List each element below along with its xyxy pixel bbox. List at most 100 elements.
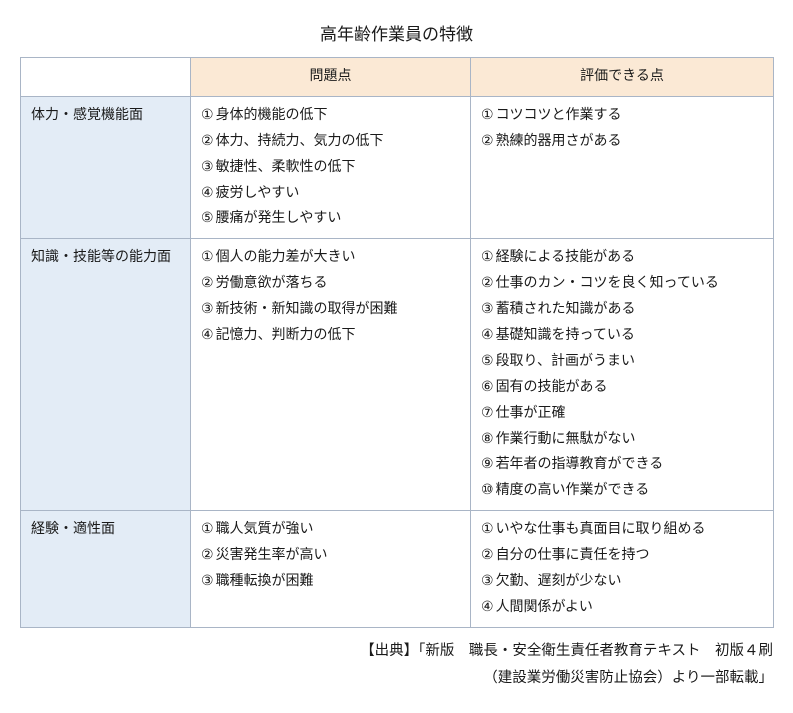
item-number: ①: [481, 245, 494, 271]
list-item: ③敏捷性、柔軟性の低下: [201, 155, 460, 181]
item-number: ②: [481, 543, 494, 569]
item-number: ①: [201, 103, 214, 129]
list-item: ①経験による技能がある: [481, 245, 763, 271]
list-item: ③欠勤、遅刻が少ない: [481, 569, 763, 595]
item-number: ⑩: [481, 478, 494, 504]
list-item: ⑧作業行動に無駄がない: [481, 427, 763, 453]
item-number: ②: [201, 271, 214, 297]
item-number: ④: [201, 181, 214, 207]
list-item: ①コツコツと作業する: [481, 103, 763, 129]
table-header-row: 問題点 評価できる点: [21, 58, 774, 97]
item-text: 職種転換が困難: [216, 569, 314, 595]
source-line-2: （建設業労働災害防止協会）より一部転載」: [20, 665, 773, 693]
row-head: 体力・感覚機能面: [21, 96, 191, 238]
merits-list: ①経験による技能がある②仕事のカン・コツを良く知っている③蓄積された知識がある④…: [481, 245, 763, 504]
list-item: ③新技術・新知識の取得が困難: [201, 297, 460, 323]
item-number: ③: [481, 297, 494, 323]
item-text: 固有の技能がある: [496, 375, 608, 401]
item-number: ②: [201, 543, 214, 569]
item-number: ⑦: [481, 401, 494, 427]
merits-list: ①いやな仕事も真面目に取り組める②自分の仕事に責任を持つ③欠勤、遅刻が少ない④人…: [481, 517, 763, 621]
item-text: 熟練的器用さがある: [496, 129, 622, 155]
item-text: 経験による技能がある: [496, 245, 636, 271]
item-text: 蓄積された知識がある: [496, 297, 636, 323]
table-row: 経験・適性面①職人気質が強い②災害発生率が高い③職種転換が困難①いやな仕事も真面…: [21, 511, 774, 628]
list-item: ⑩精度の高い作業ができる: [481, 478, 763, 504]
item-text: 若年者の指導教育ができる: [496, 452, 664, 478]
item-text: 作業行動に無駄がない: [496, 427, 636, 453]
page: 高年齢作業員の特徴 問題点 評価できる点 体力・感覚機能面①身体的機能の低下②体…: [20, 20, 773, 693]
list-item: ②体力、持続力、気力の低下: [201, 129, 460, 155]
list-item: ②労働意欲が落ちる: [201, 271, 460, 297]
list-item: ⑨若年者の指導教育ができる: [481, 452, 763, 478]
item-text: 労働意欲が落ちる: [216, 271, 328, 297]
item-text: 段取り、計画がうまい: [496, 349, 635, 375]
item-text: 仕事のカン・コツを良く知っている: [496, 271, 719, 297]
list-item: ①職人気質が強い: [201, 517, 460, 543]
item-number: ②: [201, 129, 214, 155]
item-number: ④: [481, 595, 494, 621]
list-item: ⑦仕事が正確: [481, 401, 763, 427]
item-number: ⑥: [481, 375, 494, 401]
item-number: ⑨: [481, 452, 494, 478]
list-item: ⑤腰痛が発生しやすい: [201, 206, 460, 232]
source-citation: 【出典】「新版 職長・安全衛生責任者教育テキスト 初版４刷 （建設業労働災害防止…: [20, 638, 773, 693]
item-number: ①: [201, 517, 214, 543]
list-item: ②自分の仕事に責任を持つ: [481, 543, 763, 569]
features-table: 問題点 評価できる点 体力・感覚機能面①身体的機能の低下②体力、持続力、気力の低…: [20, 57, 774, 628]
item-text: コツコツと作業する: [496, 103, 622, 129]
item-text: 精度の高い作業ができる: [496, 478, 650, 504]
list-item: ②仕事のカン・コツを良く知っている: [481, 271, 763, 297]
row-head: 知識・技能等の能力面: [21, 239, 191, 511]
item-number: ①: [201, 245, 214, 271]
item-text: 基礎知識を持っている: [496, 323, 635, 349]
list-item: ⑤段取り、計画がうまい: [481, 349, 763, 375]
cell-merits: ①経験による技能がある②仕事のカン・コツを良く知っている③蓄積された知識がある④…: [471, 239, 774, 511]
item-text: 人間関係がよい: [496, 595, 593, 621]
list-item: ②災害発生率が高い: [201, 543, 460, 569]
item-number: ③: [201, 569, 214, 595]
item-text: 記憶力、判断力の低下: [216, 323, 356, 349]
item-number: ③: [201, 155, 214, 181]
item-number: ⑤: [481, 349, 494, 375]
item-text: いやな仕事も真面目に取り組める: [496, 517, 706, 543]
item-text: 腰痛が発生しやすい: [216, 206, 342, 232]
list-item: ①いやな仕事も真面目に取り組める: [481, 517, 763, 543]
item-text: 欠勤、遅刻が少ない: [496, 569, 622, 595]
list-item: ④記憶力、判断力の低下: [201, 323, 460, 349]
item-text: 災害発生率が高い: [216, 543, 328, 569]
table-body: 体力・感覚機能面①身体的機能の低下②体力、持続力、気力の低下③敏捷性、柔軟性の低…: [21, 96, 774, 627]
header-problems: 問題点: [191, 58, 471, 97]
list-item: ①個人の能力差が大きい: [201, 245, 460, 271]
item-text: 体力、持続力、気力の低下: [216, 129, 384, 155]
cell-merits: ①コツコツと作業する②熟練的器用さがある: [471, 96, 774, 238]
item-text: 敏捷性、柔軟性の低下: [216, 155, 356, 181]
page-title: 高年齢作業員の特徴: [20, 20, 773, 45]
item-text: 仕事が正確: [496, 401, 566, 427]
cell-merits: ①いやな仕事も真面目に取り組める②自分の仕事に責任を持つ③欠勤、遅刻が少ない④人…: [471, 511, 774, 628]
item-text: 疲労しやすい: [216, 181, 300, 207]
header-merits: 評価できる点: [471, 58, 774, 97]
item-number: ⑤: [201, 206, 214, 232]
item-number: ③: [481, 569, 494, 595]
list-item: ②熟練的器用さがある: [481, 129, 763, 155]
cell-problems: ①職人気質が強い②災害発生率が高い③職種転換が困難: [191, 511, 471, 628]
list-item: ①身体的機能の低下: [201, 103, 460, 129]
list-item: ④基礎知識を持っている: [481, 323, 763, 349]
list-item: ④人間関係がよい: [481, 595, 763, 621]
item-text: 新技術・新知識の取得が困難: [216, 297, 398, 323]
problems-list: ①個人の能力差が大きい②労働意欲が落ちる③新技術・新知識の取得が困難④記憶力、判…: [201, 245, 460, 349]
item-number: ④: [481, 323, 494, 349]
item-number: ①: [481, 517, 494, 543]
item-text: 個人の能力差が大きい: [216, 245, 356, 271]
item-number: ⑧: [481, 427, 494, 453]
source-line-1: 【出典】「新版 職長・安全衛生責任者教育テキスト 初版４刷: [20, 638, 773, 666]
item-number: ②: [481, 129, 494, 155]
item-number: ④: [201, 323, 214, 349]
list-item: ③蓄積された知識がある: [481, 297, 763, 323]
header-corner: [21, 58, 191, 97]
cell-problems: ①個人の能力差が大きい②労働意欲が落ちる③新技術・新知識の取得が困難④記憶力、判…: [191, 239, 471, 511]
problems-list: ①身体的機能の低下②体力、持続力、気力の低下③敏捷性、柔軟性の低下④疲労しやすい…: [201, 103, 460, 232]
table-row: 知識・技能等の能力面①個人の能力差が大きい②労働意欲が落ちる③新技術・新知識の取…: [21, 239, 774, 511]
row-head: 経験・適性面: [21, 511, 191, 628]
